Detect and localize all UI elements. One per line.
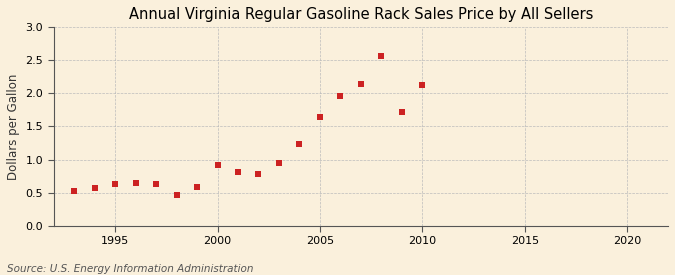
- Point: [356, 82, 367, 86]
- Point: [171, 192, 182, 197]
- Point: [315, 114, 325, 119]
- Point: [417, 83, 428, 88]
- Point: [253, 172, 264, 176]
- Point: [273, 161, 284, 166]
- Point: [192, 185, 202, 189]
- Text: Source: U.S. Energy Information Administration: Source: U.S. Energy Information Administ…: [7, 264, 253, 274]
- Point: [335, 94, 346, 98]
- Point: [89, 186, 100, 190]
- Point: [396, 110, 407, 114]
- Point: [294, 141, 305, 146]
- Point: [130, 181, 141, 186]
- Point: [212, 163, 223, 168]
- Point: [110, 182, 121, 186]
- Point: [376, 54, 387, 58]
- Point: [233, 170, 244, 174]
- Title: Annual Virginia Regular Gasoline Rack Sales Price by All Sellers: Annual Virginia Regular Gasoline Rack Sa…: [129, 7, 593, 22]
- Point: [151, 182, 161, 186]
- Y-axis label: Dollars per Gallon: Dollars per Gallon: [7, 73, 20, 180]
- Point: [69, 189, 80, 193]
